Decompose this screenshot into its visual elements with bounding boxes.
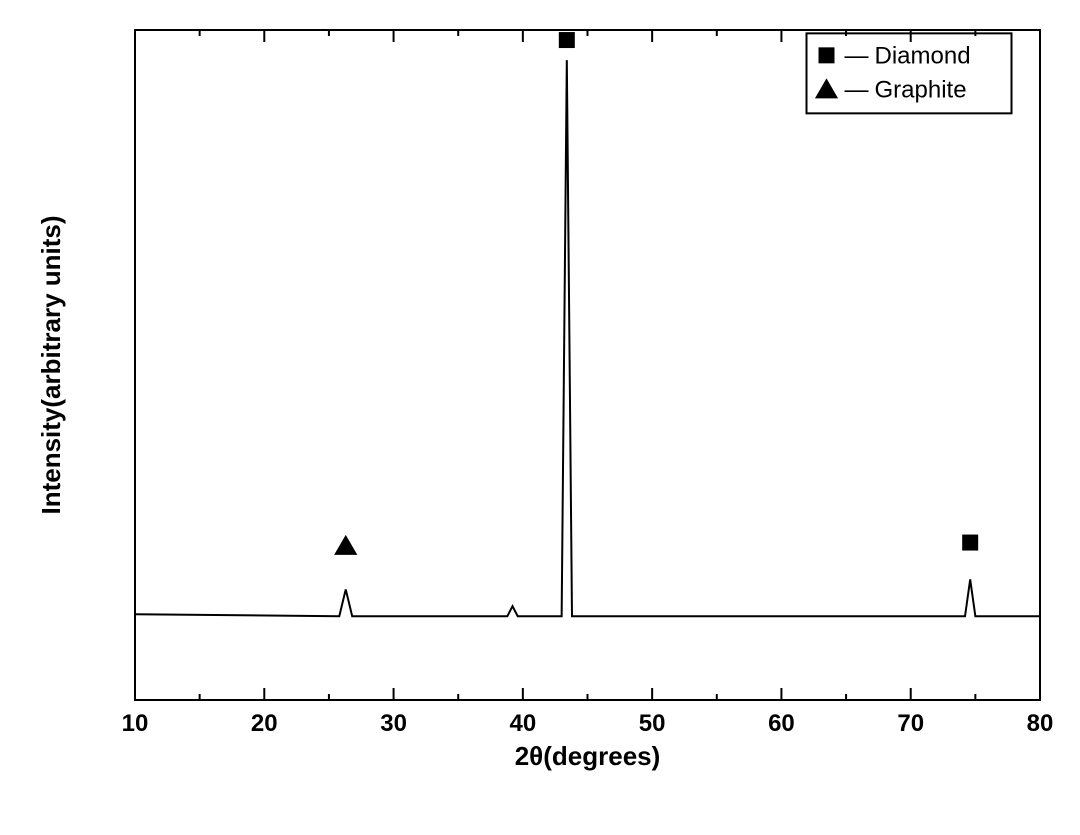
graphite-marker-icon [334,535,357,555]
x-axis-label: 2θ(degrees) [515,741,661,771]
diamond-marker-icon [559,32,575,48]
x-tick-label: 30 [380,710,407,737]
triangle-icon [815,78,838,98]
x-major-ticks [135,30,1040,700]
peak-markers [334,32,978,555]
y-axis-label: Intensity(arbitrary units) [36,215,66,514]
x-tick-label: 80 [1027,710,1054,737]
x-minor-ticks [200,30,976,700]
x-tick-label: 60 [768,710,795,737]
xrd-trace [135,60,1040,616]
plot-frame [135,30,1040,700]
legend-item: —Diamond [819,42,971,69]
x-tick-label: 70 [897,710,924,737]
legend-label: Diamond [875,42,971,69]
legend-items: —Diamond—Graphite [815,42,971,103]
legend-dash: — [845,42,869,69]
legend-dash: — [845,76,869,103]
chart-svg: 10 20 30 40 50 60 70 80 2θ(degrees) Intensity(a… [0,0,1080,835]
legend: —Diamond—Graphite [807,33,1012,113]
x-tick-labels: 10 20 30 40 50 60 70 80 [122,710,1054,737]
x-tick-label: 10 [122,710,149,737]
square-icon [819,47,835,63]
xrd-chart: 10 20 30 40 50 60 70 80 2θ(degrees) Intensity(a… [0,0,1080,835]
x-tick-label: 50 [639,710,666,737]
x-tick-label: 40 [510,710,537,737]
diamond-marker-icon [962,535,978,551]
legend-label: Graphite [875,76,967,103]
x-tick-label: 20 [251,710,278,737]
legend-item: —Graphite [815,76,967,103]
